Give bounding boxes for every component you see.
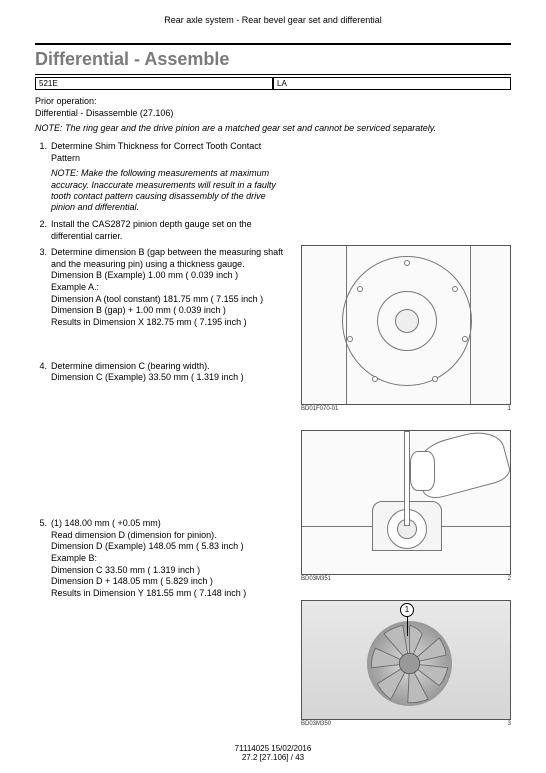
rule-top [35,43,511,45]
line: Dimension B (gap) + 1.00 mm ( 0.039 inch… [51,305,226,315]
step-num: 5. [35,518,51,528]
figure-1: BD01F070-01 1 [301,245,511,412]
step-text: Determine Shim Thickness for Correct Too… [51,141,291,164]
figure-callout: 1 [400,603,414,617]
line: Dimension B (Example) 1.00 mm ( 0.039 in… [51,270,238,280]
prior-label: Prior operation: [35,96,97,106]
line: Dimension D + 148.05 mm ( 5.829 inch ) [51,576,213,586]
figure-2: BD03M351 2 [301,430,511,582]
figure-image [301,430,511,575]
model-row: 521E LA [35,77,511,90]
figure-caption: BD03M350 3 [301,721,511,727]
figure-caption: BD01F070-01 1 [301,406,511,412]
line: Determine dimension B (gap between the m… [51,247,283,269]
breadcrumb: Rear axle system - Rear bevel gear set a… [35,15,511,25]
figure-code: BD03M350 [301,721,331,727]
prior-operation: Prior operation: Differential - Disassem… [35,96,511,119]
step-1: 1. Determine Shim Thickness for Correct … [35,141,511,164]
model-left: 521E [35,77,273,90]
line: Example B: [51,553,97,563]
line: Determine dimension C (bearing width). [51,361,210,371]
step-num: 2. [35,219,51,229]
step-num: 3. [35,247,51,257]
line: Dimension D (Example) 148.05 mm ( 5.83 i… [51,541,244,551]
figure-code: BD01F070-01 [301,406,338,412]
figure-3: 1 BD03M350 3 [301,600,511,727]
step-2: 2. Install the CAS2872 pinion depth gaug… [35,219,511,242]
step-text: Install the CAS2872 pinion depth gauge s… [51,219,291,242]
footer-line-2: 27.2 [27.106] / 43 [242,753,304,762]
page-footer: 71114025 15/02/2016 27.2 [27.106] / 43 [0,744,546,763]
line: Dimension C (Example) 33.50 mm ( 1.319 i… [51,372,244,382]
step-text: Determine dimension B (gap between the m… [51,247,291,329]
figure-code: BD03M351 [301,576,331,582]
line: Read dimension D (dimension for pinion). [51,530,217,540]
figure-image [301,245,511,405]
model-right: LA [273,77,511,90]
step-num: 4. [35,361,51,371]
figure-num: 1 [508,406,511,412]
page-title: Differential - Assemble [35,47,511,74]
rule-bottom [35,74,511,75]
figure-image: 1 [301,600,511,720]
figure-num: 2 [508,576,511,582]
line: Dimension C 33.50 mm ( 1.319 inch ) [51,565,200,575]
footer-line-1: 71114025 15/02/2016 [235,744,312,753]
line: Results in Dimension X 182.75 mm ( 7.195… [51,317,247,327]
note-top: NOTE: The ring gear and the drive pinion… [35,123,511,135]
line: (1) 148.00 mm ( +0.05 mm) [51,518,161,528]
figure-caption: BD03M351 2 [301,576,511,582]
step-text: (1) 148.00 mm ( +0.05 mm) Read dimension… [51,518,246,600]
step-text: Determine dimension C (bearing width). D… [51,361,244,384]
line: Results in Dimension Y 181.55 mm ( 7.148… [51,588,246,598]
note-block: NOTE: Make the following measurements at… [51,168,291,213]
step-num: 1. [35,141,51,151]
line: Dimension A (tool constant) 181.75 mm ( … [51,294,263,304]
line: Example A.: [51,282,99,292]
prior-text: Differential - Disassemble (27.106) [35,108,173,118]
figure-num: 3 [508,721,511,727]
